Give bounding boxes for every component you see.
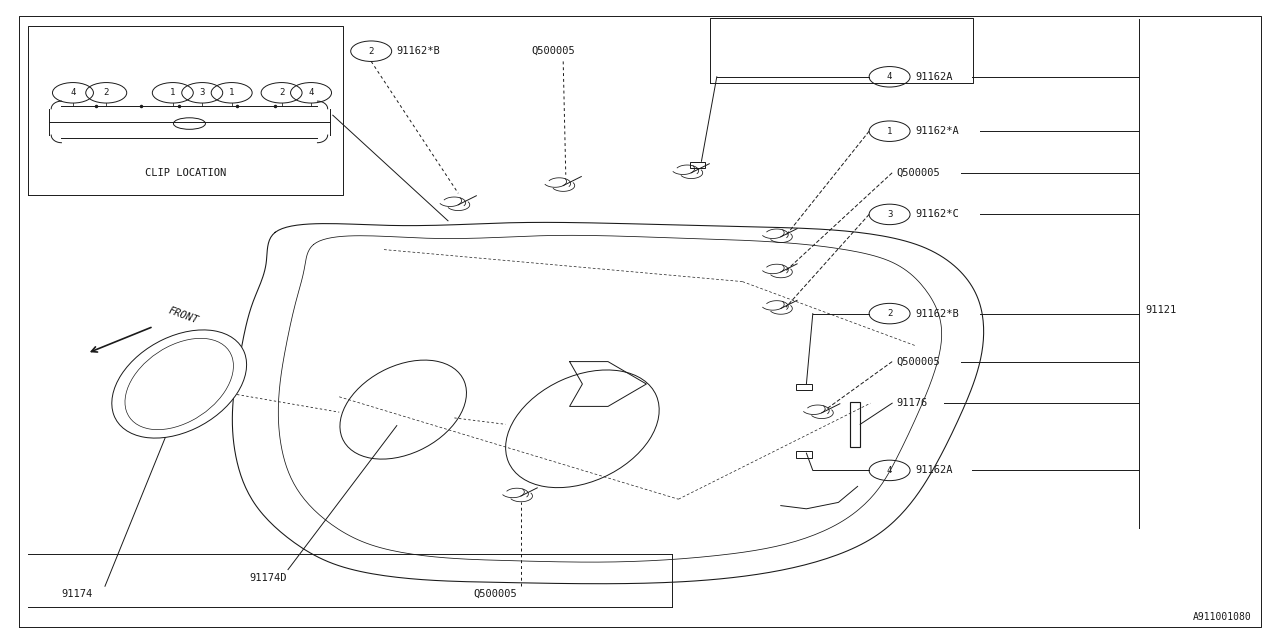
Text: Q500005: Q500005 [896, 168, 940, 178]
Bar [690, 162, 705, 168]
Text: Q500005: Q500005 [896, 356, 940, 367]
Ellipse shape [111, 330, 247, 438]
Text: 4: 4 [887, 466, 892, 475]
Text: 2: 2 [369, 47, 374, 56]
Text: 91162A: 91162A [915, 72, 952, 82]
Text: 91162*A: 91162*A [915, 126, 959, 136]
Text: Q500005: Q500005 [474, 589, 517, 599]
Text: 91121: 91121 [1146, 305, 1176, 316]
Text: 2: 2 [887, 309, 892, 318]
Text: 91174: 91174 [61, 589, 92, 599]
Text: 91176: 91176 [896, 398, 927, 408]
Text: 1: 1 [887, 127, 892, 136]
Text: 2: 2 [279, 88, 284, 97]
Text: 91162A: 91162A [915, 465, 952, 476]
Text: 4: 4 [308, 88, 314, 97]
Text: A911001080: A911001080 [1193, 612, 1252, 622]
Text: Q500005: Q500005 [531, 46, 575, 56]
Bar [796, 451, 812, 458]
Text: 1: 1 [229, 88, 234, 97]
Text: 91174D: 91174D [250, 573, 287, 583]
Text: 4: 4 [887, 72, 892, 81]
Bar [796, 384, 812, 390]
Text: 91162*B: 91162*B [915, 308, 959, 319]
Text: 2: 2 [104, 88, 109, 97]
Text: FRONT: FRONT [166, 305, 200, 325]
Ellipse shape [125, 339, 233, 429]
Text: CLIP LOCATION: CLIP LOCATION [145, 168, 227, 178]
Text: 3: 3 [887, 210, 892, 219]
Text: 4: 4 [70, 88, 76, 97]
Text: 1: 1 [170, 88, 175, 97]
Text: 91162*C: 91162*C [915, 209, 959, 220]
Text: 3: 3 [200, 88, 205, 97]
Bar [850, 402, 860, 447]
Text: 91162*B: 91162*B [397, 46, 440, 56]
